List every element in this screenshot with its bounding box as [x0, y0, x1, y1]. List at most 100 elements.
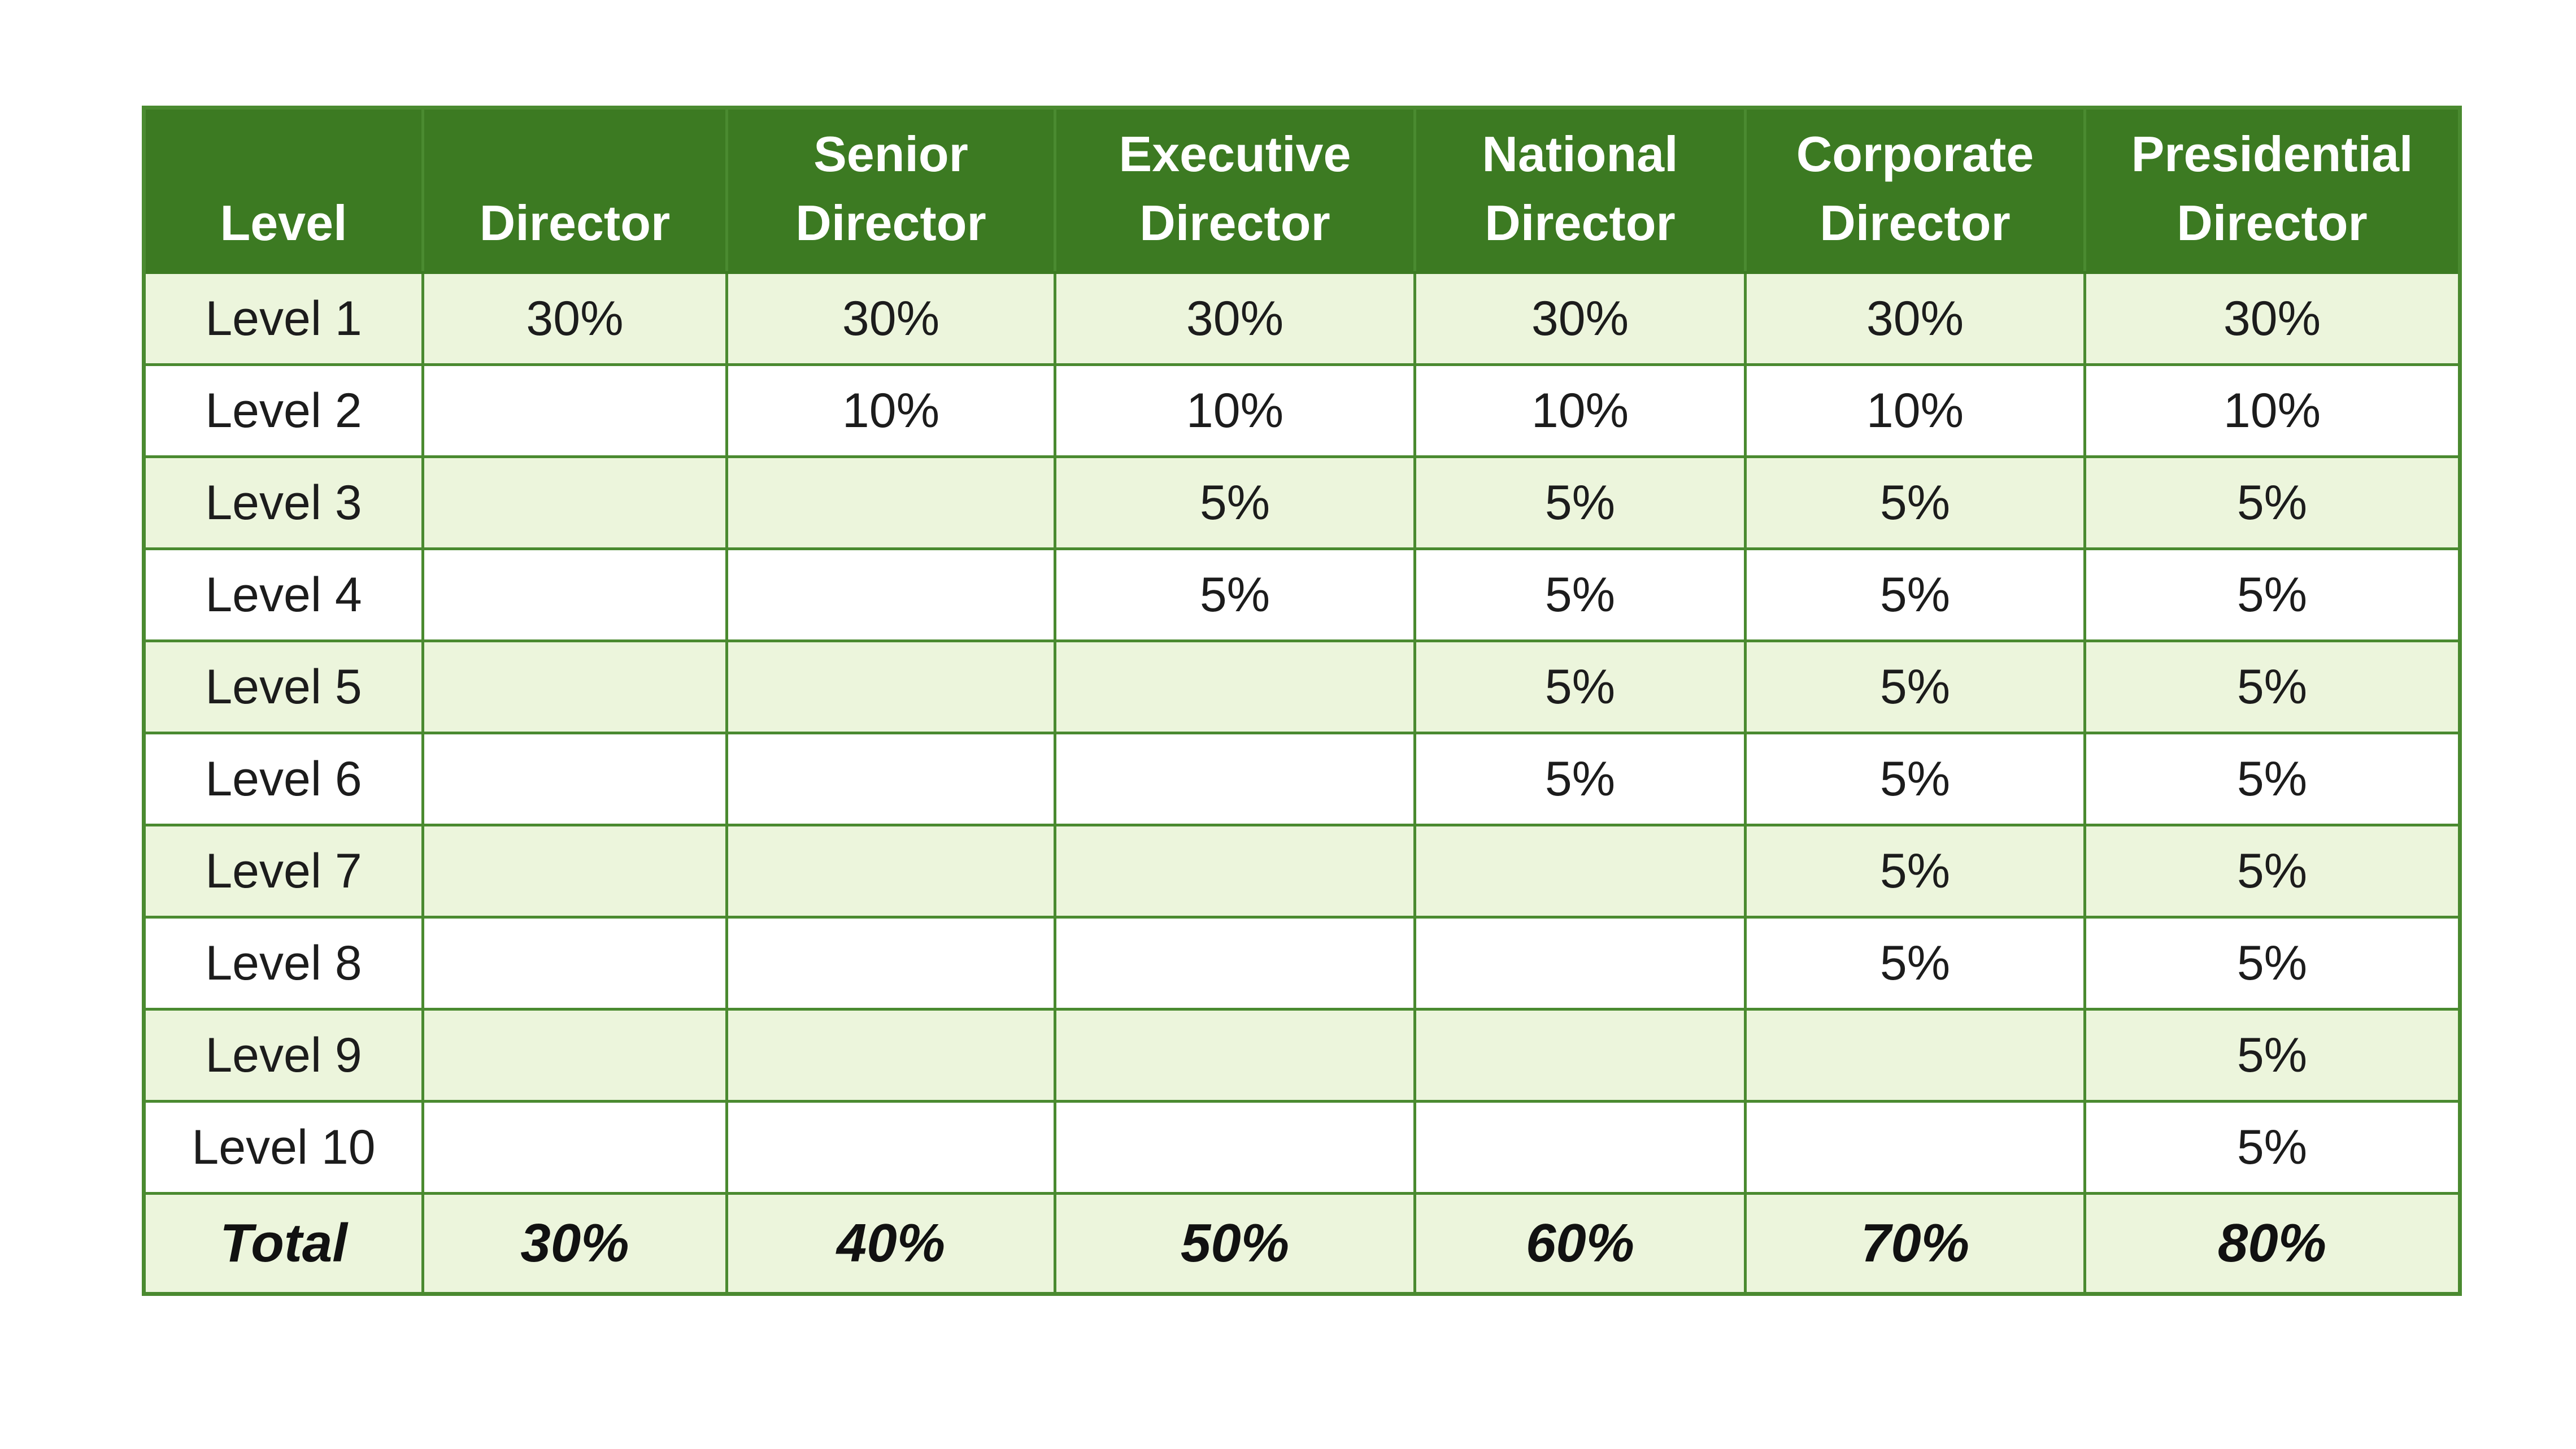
table-cell: 30% [725, 271, 1056, 366]
table-cell: 5% [1744, 455, 2086, 550]
table-cell: 5% [1413, 639, 1747, 734]
row-label: Level 6 [142, 732, 424, 826]
table-cell [421, 916, 728, 1011]
row-label: Level 10 [142, 1100, 424, 1195]
row-label: Level 1 [142, 271, 424, 366]
header-executive-director-line-1: Executive [1119, 126, 1351, 182]
header-senior-director: Senior Director [725, 106, 1056, 274]
row-label: Level 7 [142, 824, 424, 919]
table-cell [421, 547, 728, 642]
table-cell [421, 639, 728, 734]
table-cell: 5% [1054, 455, 1416, 550]
table-cell [1413, 824, 1747, 919]
table-cell: 30% [1413, 271, 1747, 366]
table-row: Level 6 5% 5% 5% [142, 732, 2461, 826]
header-executive-director: Executive Director [1054, 106, 1416, 274]
table-cell [1413, 1008, 1747, 1103]
total-cell: 40% [725, 1192, 1056, 1295]
total-cell: 30% [421, 1192, 728, 1295]
table-row: Level 9 5% [142, 1008, 2461, 1103]
table-cell [725, 1100, 1056, 1195]
table-cell: 30% [2083, 271, 2461, 366]
table-cell: 5% [1744, 547, 2086, 642]
header-corporate-director-line-1: Corporate [1796, 126, 2034, 182]
table-cell: 5% [2083, 1008, 2461, 1103]
table-cell [421, 732, 728, 826]
header-presidential-director-line-1: Presidential [2131, 126, 2413, 182]
table-cell: 5% [2083, 639, 2461, 734]
table-cell [421, 363, 728, 458]
header-executive-director-line-2: Director [1139, 195, 1330, 251]
header-level: Level [142, 106, 424, 274]
row-label: Level 8 [142, 916, 424, 1011]
table-cell [725, 1008, 1056, 1103]
table-row: Level 8 5% 5% [142, 916, 2461, 1011]
header-level-line-1: Level [220, 195, 347, 251]
table-row: Level 10 5% [142, 1100, 2461, 1195]
table-cell [421, 455, 728, 550]
table-row: Level 4 5% 5% 5% 5% [142, 547, 2461, 642]
table-cell: 5% [2083, 916, 2461, 1011]
table-cell [725, 639, 1056, 734]
table-cell [1054, 916, 1416, 1011]
total-cell: 80% [2083, 1192, 2461, 1295]
table-cell: 5% [1744, 916, 2086, 1011]
table-cell: 5% [1413, 732, 1747, 826]
table-cell: 30% [1744, 271, 2086, 366]
header-row: Level Director Senior Director Executive… [142, 106, 2461, 274]
table-cell: 5% [1413, 547, 1747, 642]
row-label: Level 4 [142, 547, 424, 642]
table-cell [1744, 1100, 2086, 1195]
table-cell: 10% [1413, 363, 1747, 458]
table-cell: 5% [1744, 824, 2086, 919]
table-cell: 10% [725, 363, 1056, 458]
table-cell [1413, 1100, 1747, 1195]
table-cell: 5% [1054, 547, 1416, 642]
row-label: Level 5 [142, 639, 424, 734]
table-cell: 5% [2083, 824, 2461, 919]
table-cell: 30% [421, 271, 728, 366]
table-row: Level 1 30% 30% 30% 30% 30% 30% [142, 271, 2461, 366]
total-label: Total [142, 1192, 424, 1295]
table-cell: 5% [2083, 547, 2461, 642]
table-cell [421, 1008, 728, 1103]
table-cell: 30% [1054, 271, 1416, 366]
table-cell [1054, 639, 1416, 734]
row-label: Level 9 [142, 1008, 424, 1103]
total-cell: 70% [1744, 1192, 2086, 1295]
table-cell [725, 732, 1056, 826]
total-cell: 50% [1054, 1192, 1416, 1295]
table-cell: 5% [2083, 732, 2461, 826]
table-cell [1413, 916, 1747, 1011]
table-cell: 10% [2083, 363, 2461, 458]
row-label: Level 3 [142, 455, 424, 550]
table-row: Level 7 5% 5% [142, 824, 2461, 919]
table-cell [725, 547, 1056, 642]
header-national-director-line-2: Director [1485, 195, 1676, 251]
table-cell: 5% [2083, 1100, 2461, 1195]
table-cell [725, 824, 1056, 919]
table-body: Level 1 30% 30% 30% 30% 30% 30% Level 2 10% 10% 10… [142, 271, 2461, 1195]
header-senior-director-line-2: Director [795, 195, 986, 251]
table-row: Level 2 10% 10% 10% 10% 10% [142, 363, 2461, 458]
header-presidential-director-line-2: Director [2177, 195, 2368, 251]
header-senior-director-line-1: Senior [813, 126, 968, 182]
total-cell: 60% [1413, 1192, 1747, 1295]
table-cell [725, 916, 1056, 1011]
table-cell: 5% [1413, 455, 1747, 550]
table-cell: 5% [2083, 455, 2461, 550]
table-cell: 5% [1744, 732, 2086, 826]
header-director-line-1: Director [479, 195, 671, 251]
table-cell [1054, 1008, 1416, 1103]
header-presidential-director: Presidential Director [2083, 106, 2461, 274]
header-national-director-line-1: National [1482, 126, 1678, 182]
table-cell [421, 824, 728, 919]
header-national-director: National Director [1413, 106, 1747, 274]
table-cell [1054, 732, 1416, 826]
table-row: Level 5 5% 5% 5% [142, 639, 2461, 734]
table-cell [725, 455, 1056, 550]
table-cell [1054, 824, 1416, 919]
table-cell [1054, 1100, 1416, 1195]
level-bonus-table: Level Director Senior Director Executive… [142, 106, 2462, 1296]
table-cell [421, 1100, 728, 1195]
